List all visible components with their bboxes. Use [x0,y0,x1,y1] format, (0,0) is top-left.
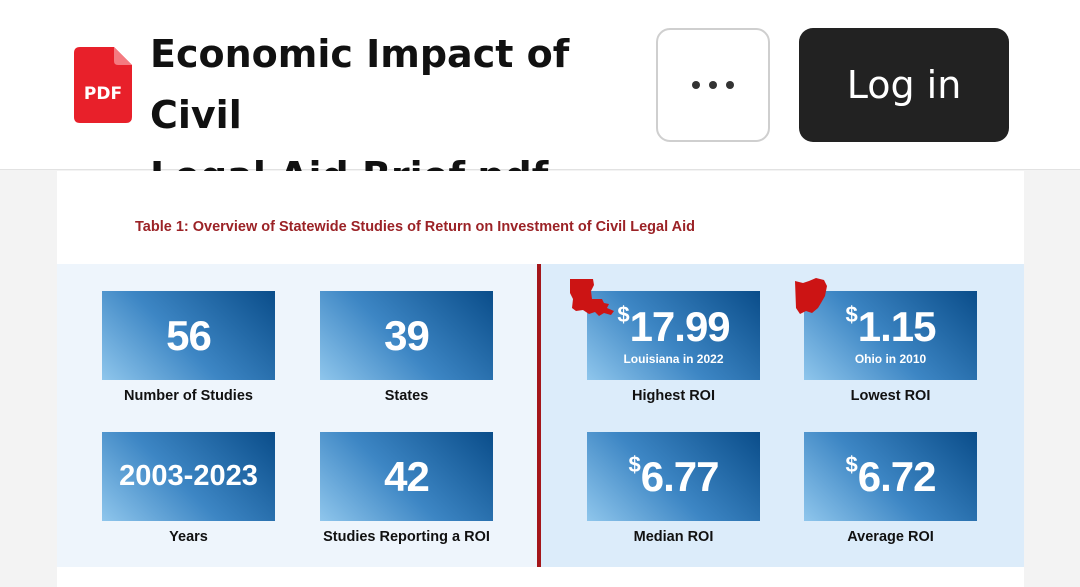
more-options-icon [726,81,734,89]
stat-value: 39 [384,311,430,359]
stat-label: Median ROI [633,529,714,545]
stat-value: 42 [384,452,430,500]
panel-divider [537,264,541,567]
currency-symbol: $ [845,301,858,327]
stat-value: $17.99 [617,302,731,350]
stat-lowest-roi: $1.15 Ohio in 2010 Lowest ROI [804,291,977,404]
stat-box: 2003-2023 [102,432,275,521]
stat-value: 56 [166,311,212,359]
stat-states: 39 States [320,291,493,404]
stat-number: 1.15 [857,302,937,350]
stat-number: 17.99 [629,302,731,350]
stat-label: Number of Studies [124,388,253,404]
stat-studies-reporting-roi: 42 Studies Reporting a ROI [320,432,493,545]
stat-box: 56 [102,291,275,380]
stat-years: 2003-2023 Years [102,432,275,545]
currency-symbol: $ [845,451,858,477]
stat-label: States [384,388,429,404]
stat-box: $6.72 [804,432,977,521]
pdf-file-icon: PDF [74,47,132,123]
table-caption: Table 1: Overview of Statewide Studies o… [135,219,695,235]
currency-symbol: $ [617,301,629,327]
stat-label: Studies Reporting a ROI [323,529,490,545]
top-bar: PDF Economic Impact of Civil Legal Aid B… [0,0,1080,198]
stat-box: $6.77 [587,432,760,521]
stat-label: Years [169,529,208,545]
stats-panel-right: $17.99 Louisiana in 2022 Highest ROI $1.… [541,264,1024,567]
stat-value: $1.15 [846,302,937,350]
document-page: Table 1: Overview of Statewide Studies o… [57,171,1024,587]
stat-value: $6.77 [629,452,720,500]
stat-label: Average ROI [847,529,934,545]
document-title-line1: Economic Impact of Civil [150,32,570,137]
stat-box: 39 [320,291,493,380]
stat-number: 6.77 [640,452,720,500]
pdf-icon-text: PDF [84,84,122,104]
more-options-button[interactable] [656,28,770,142]
more-options-icon [692,81,700,89]
more-options-icon [709,81,717,89]
stat-box: 42 [320,432,493,521]
ohio-state-icon [795,278,827,314]
stat-value: $6.72 [846,452,937,500]
stat-label: Lowest ROI [850,388,931,404]
stat-number-of-studies: 56 Number of Studies [102,291,275,404]
stat-number: 6.72 [857,452,937,500]
stat-median-roi: $6.77 Median ROI [587,432,760,545]
stat-box: $17.99 Louisiana in 2022 [587,291,760,380]
stats-panel-left: 56 Number of Studies 39 States 2003-2023… [57,264,537,567]
louisiana-state-icon [570,279,614,316]
login-button[interactable]: Log in [799,28,1009,142]
currency-symbol: $ [628,451,641,477]
stat-subtext: Louisiana in 2022 [623,351,724,366]
stat-value: 2003-2023 [119,460,258,492]
stat-average-roi: $6.72 Average ROI [804,432,977,545]
stat-highest-roi: $17.99 Louisiana in 2022 Highest ROI [587,291,760,404]
stat-label: Highest ROI [632,388,715,404]
stat-subtext: Ohio in 2010 [854,351,927,366]
stat-box: $1.15 Ohio in 2010 [804,291,977,380]
